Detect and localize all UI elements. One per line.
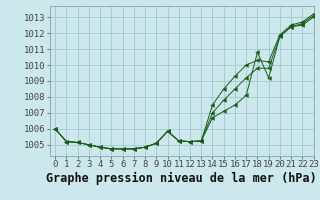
X-axis label: Graphe pression niveau de la mer (hPa): Graphe pression niveau de la mer (hPa) [46, 172, 317, 185]
